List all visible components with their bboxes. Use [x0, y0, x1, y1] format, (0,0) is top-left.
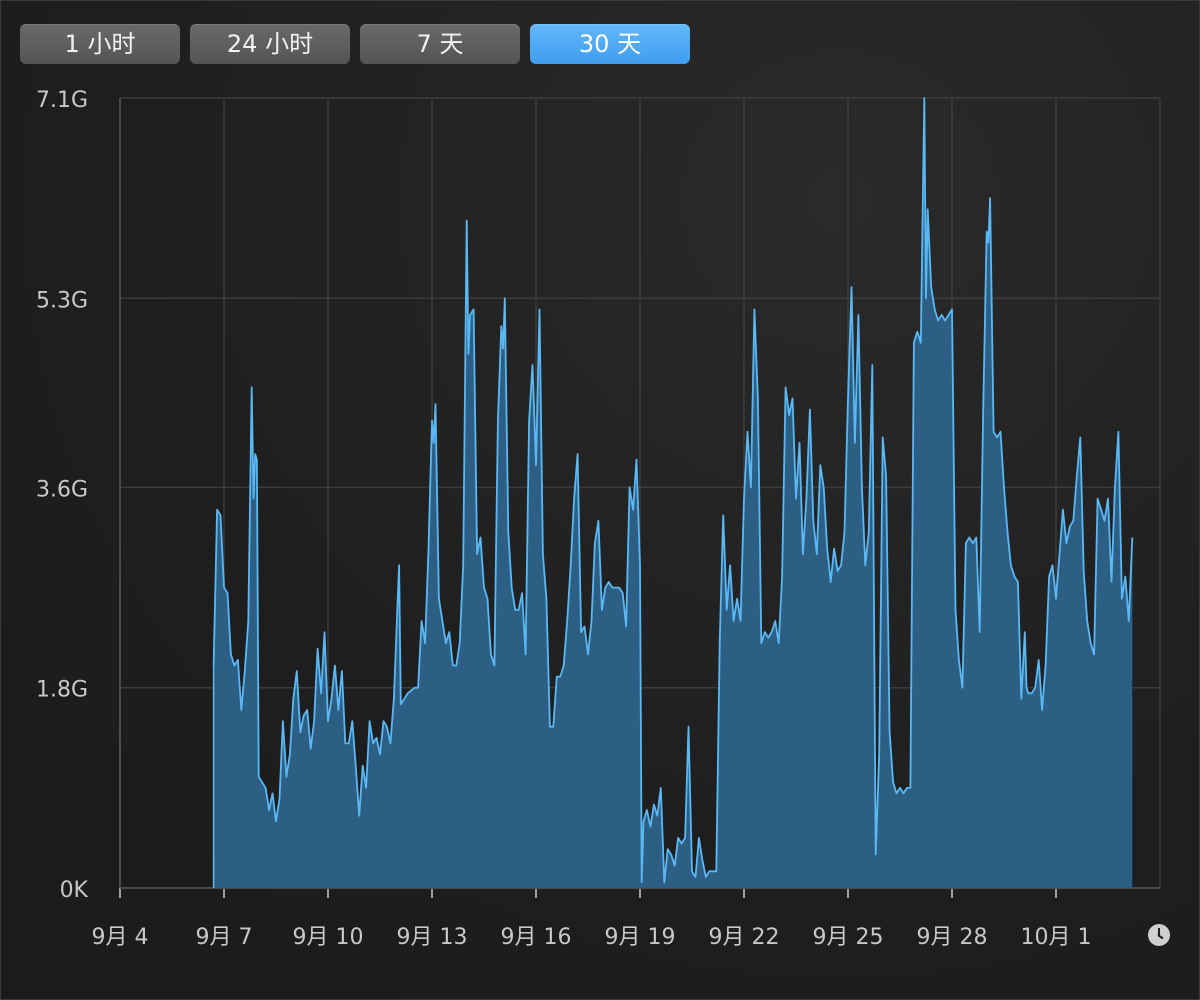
- clock-icon[interactable]: [1148, 924, 1170, 946]
- y-tick-label: 7.1G: [36, 88, 88, 113]
- tab-1-hour[interactable]: 1 小时: [20, 24, 180, 64]
- x-tick-label: 9月 28: [917, 925, 988, 950]
- x-tick-label: 9月 16: [501, 925, 572, 950]
- series-line: [212, 97, 1134, 884]
- x-tick-label: 9月 13: [397, 925, 468, 950]
- x-tick-label: 10月 1: [1021, 925, 1092, 950]
- y-tick-label: 3.6G: [36, 477, 88, 502]
- y-tick-label: 5.3G: [36, 288, 88, 313]
- x-tick-label: 9月 10: [293, 925, 364, 950]
- x-tick-label: 9月 7: [196, 925, 253, 950]
- tab-24-hours[interactable]: 24 小时: [190, 24, 350, 64]
- y-tick-label: 1.8G: [36, 678, 88, 703]
- tab-30-days[interactable]: 30 天: [530, 24, 690, 64]
- tab-7-days[interactable]: 7 天: [360, 24, 520, 64]
- x-tick-label: 9月 25: [813, 925, 884, 950]
- x-tick-label: 9月 19: [605, 925, 676, 950]
- y-tick-label: 0K: [60, 878, 89, 903]
- x-tick-label: 9月 22: [709, 925, 780, 950]
- x-tick-label: 9月 4: [92, 925, 149, 950]
- area-fill: [213, 98, 1133, 888]
